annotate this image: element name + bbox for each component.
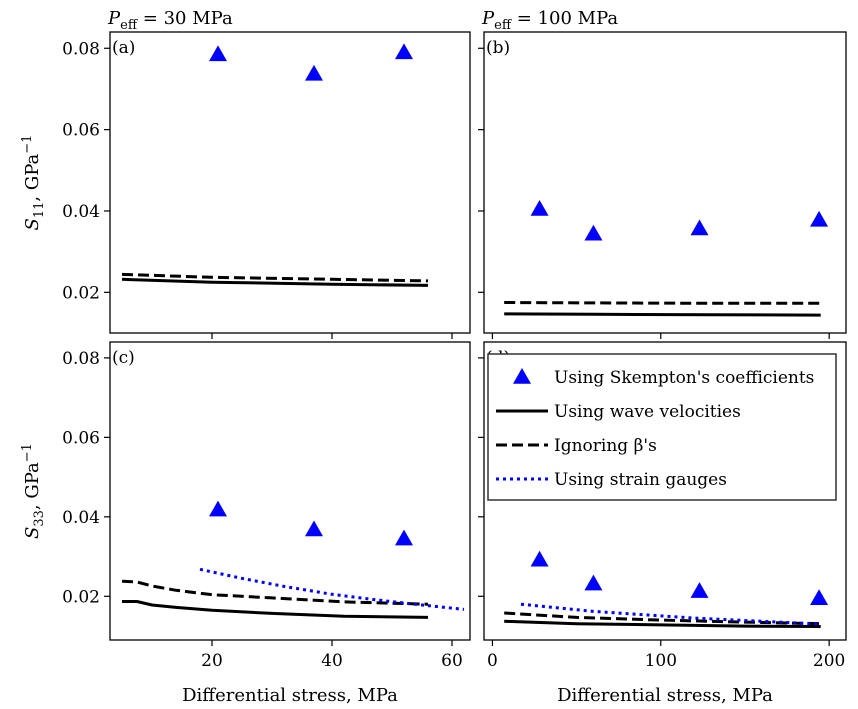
skempton-point xyxy=(584,224,603,241)
x-tick-label: 0 xyxy=(487,651,498,671)
ignoring-beta-line xyxy=(504,611,821,626)
axes-frame xyxy=(109,31,471,334)
strain-gauge-line xyxy=(199,567,465,611)
skempton-point xyxy=(305,64,323,81)
y-axis-label: S33, GPa−1 xyxy=(20,443,47,539)
panel-a: 0.02 0.04 0.06 0.08 (a) xyxy=(62,31,471,339)
x-tick-label: 200 xyxy=(813,651,845,671)
y-axis-label: S11, GPa−1 xyxy=(20,135,47,231)
skempton-point xyxy=(690,219,709,236)
x-axis-label: Differential stress, MPa xyxy=(557,685,773,706)
strain-gauge-line xyxy=(520,602,821,626)
column-title: Peff = 30 MPa xyxy=(107,8,233,33)
skempton-point xyxy=(305,520,323,537)
y-tick-label: 0.04 xyxy=(62,508,100,528)
skempton-point xyxy=(209,500,227,517)
column-title: Peff = 100 MPa xyxy=(481,8,618,33)
wave-velocity-line xyxy=(121,277,429,287)
y-tick-label: 0.08 xyxy=(62,39,100,59)
wave-velocity-line xyxy=(122,600,429,619)
x-tick-label: 20 xyxy=(201,651,223,671)
skempton-point xyxy=(530,199,549,216)
skempton-point xyxy=(690,582,709,598)
legend-box xyxy=(487,353,837,501)
skempton-point xyxy=(584,574,603,591)
legend: Using Skempton's coefficients Using wave … xyxy=(487,353,837,501)
skempton-point xyxy=(530,550,549,567)
y-tick-label: 0.06 xyxy=(62,428,100,448)
axes-frame xyxy=(109,341,471,641)
legend-label: Using wave velocities xyxy=(554,402,741,422)
wave-velocity-line xyxy=(504,312,821,317)
x-tick-label: 40 xyxy=(321,651,343,671)
ignoring-beta-line xyxy=(504,301,821,305)
legend-marker-triangle xyxy=(513,368,531,384)
skempton-point xyxy=(209,45,227,62)
skempton-point xyxy=(395,529,413,546)
skempton-point xyxy=(810,589,829,606)
legend-label: Ignoring β's xyxy=(554,436,657,456)
y-tick-label: 0.02 xyxy=(62,283,100,303)
x-tick-label: 100 xyxy=(645,651,677,671)
y-tick-label: 0.08 xyxy=(62,349,100,369)
legend-label: Using strain gauges xyxy=(554,470,727,490)
panel-b: (b) xyxy=(478,31,847,339)
skempton-point xyxy=(395,43,413,60)
legend-label: Using Skempton's coefficients xyxy=(554,368,814,388)
panel-c: 0.02 0.04 0.06 0.08 20 40 60 (c) xyxy=(62,341,471,671)
x-tick-label: 60 xyxy=(441,651,463,671)
x-axis-label: Differential stress, MPa xyxy=(182,685,398,706)
ignoring-beta-line xyxy=(121,272,429,283)
axes-frame xyxy=(483,31,847,334)
axes-frame xyxy=(483,341,847,641)
panel-label: (c) xyxy=(112,348,135,368)
wave-velocity-line xyxy=(504,619,821,628)
panel-label: (b) xyxy=(486,38,510,58)
panel-label: (a) xyxy=(112,38,135,58)
skempton-point xyxy=(810,210,829,227)
ignoring-beta-line xyxy=(121,579,429,606)
y-tick-label: 0.02 xyxy=(62,587,100,607)
y-tick-label: 0.04 xyxy=(62,202,100,222)
y-tick-label: 0.06 xyxy=(62,121,100,141)
